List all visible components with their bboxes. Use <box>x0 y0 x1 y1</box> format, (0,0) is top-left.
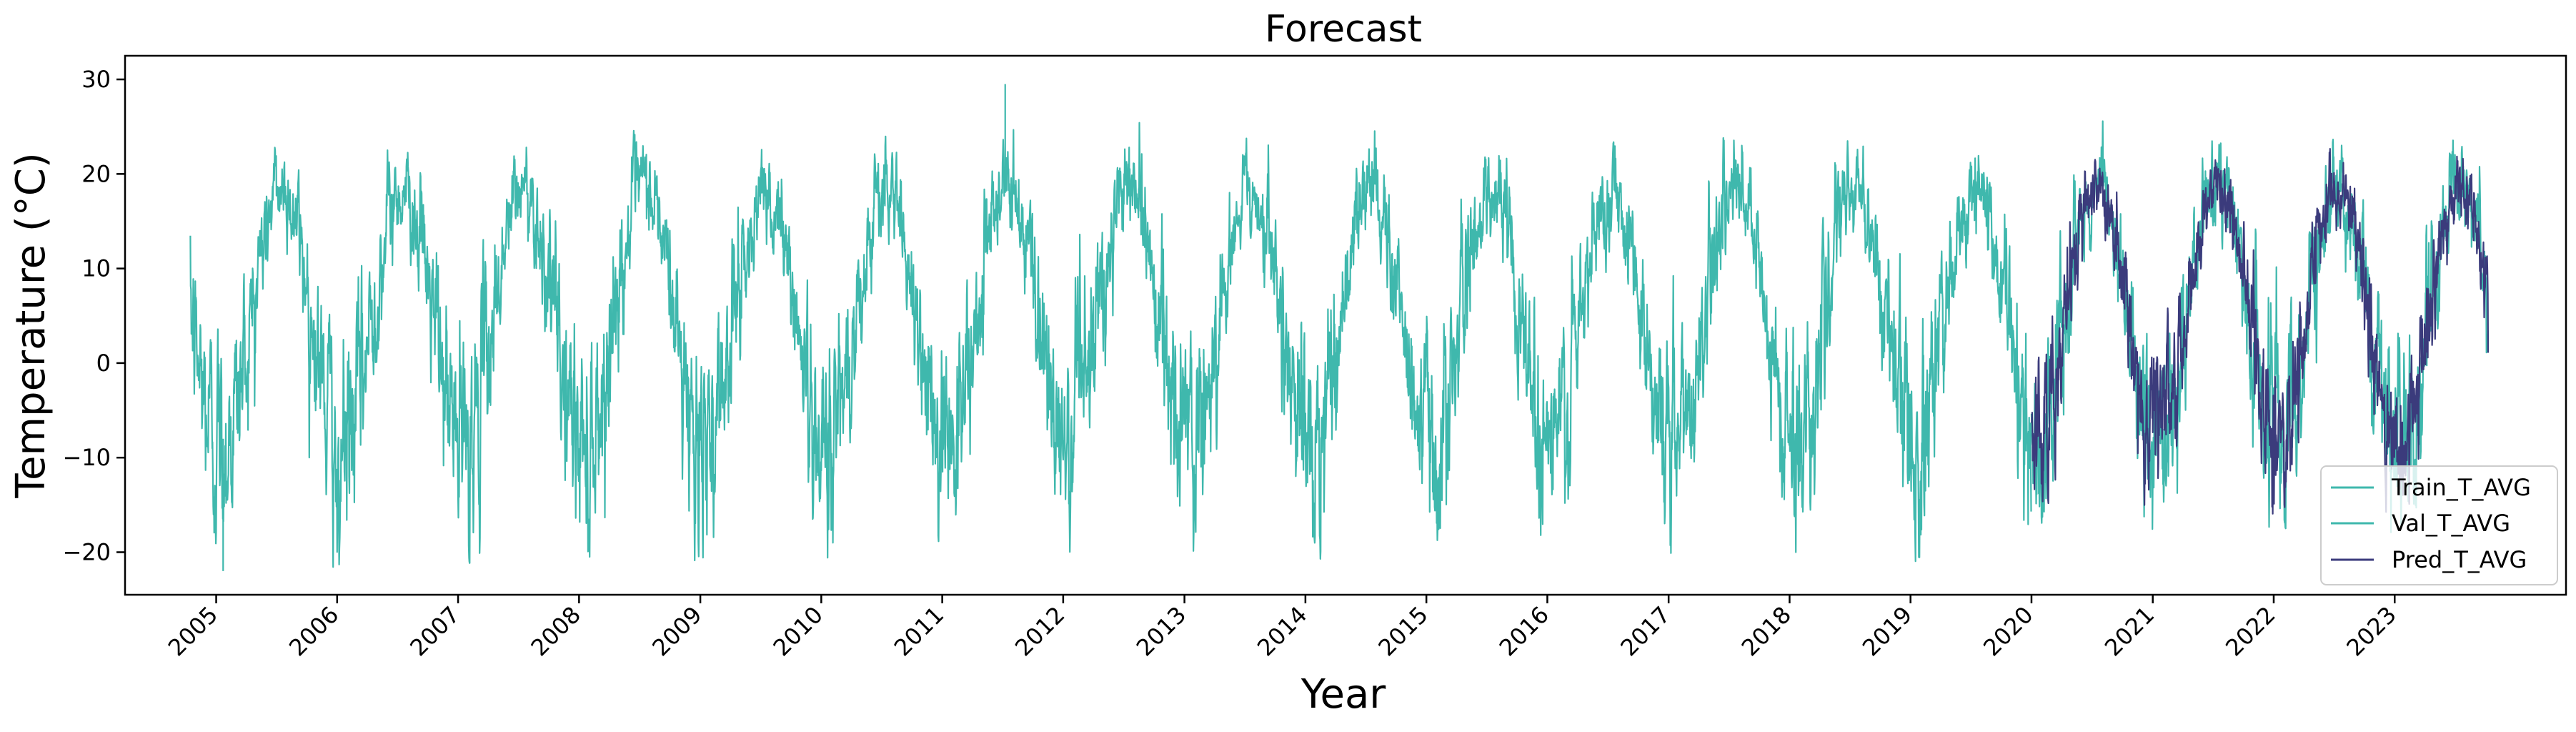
x-tick-label: 2007 <box>404 601 464 661</box>
y-tick-label: 20 <box>81 160 111 187</box>
x-axis: 2005 2006 2007 2008 2009 2010 2011 2012 2013 2014… <box>163 595 2402 661</box>
y-tick-label: 30 <box>81 66 111 93</box>
y-tick-label: 10 <box>81 255 111 282</box>
x-tick-label: 2013 <box>1131 601 1191 661</box>
x-tick-label: 2012 <box>1010 601 1070 661</box>
x-tick-label: 2005 <box>163 601 223 661</box>
y-axis: −20 −10 0 10 20 30 <box>62 66 125 565</box>
y-tick-label: −10 <box>62 444 111 471</box>
x-tick-label: 2008 <box>526 601 586 661</box>
x-tick-label: 2018 <box>1736 601 1796 661</box>
x-tick-label: 2010 <box>768 601 828 661</box>
pred-series-line <box>2031 148 2490 515</box>
x-tick-label: 2014 <box>1252 601 1312 661</box>
legend-label-train: Train_T_AVG <box>2391 474 2531 501</box>
legend-label-val: Val_T_AVG <box>2392 510 2510 537</box>
x-axis-label: Year <box>1301 671 1387 718</box>
x-tick-label: 2017 <box>1615 601 1675 661</box>
x-tick-label: 2015 <box>1373 601 1433 661</box>
x-tick-label: 2021 <box>2099 601 2159 661</box>
y-tick-label: −20 <box>62 538 111 565</box>
x-tick-label: 2019 <box>1857 601 1917 661</box>
legend-label-pred: Pred_T_AVG <box>2392 546 2527 573</box>
legend-box <box>2320 465 2558 585</box>
legend: Train_T_AVG Val_T_AVG Pred_T_AVG <box>2320 465 2558 585</box>
x-tick-label: 2011 <box>889 601 949 661</box>
series-layer <box>189 84 2490 571</box>
x-tick-label: 2022 <box>2220 601 2280 661</box>
x-tick-label: 2023 <box>2341 601 2401 661</box>
train-series-line <box>189 122 2032 568</box>
x-tick-label: 2009 <box>647 601 707 661</box>
chart-title: Forecast <box>1265 8 1422 51</box>
x-tick-label: 2006 <box>284 601 344 661</box>
x-tick-label: 2016 <box>1494 601 1554 661</box>
x-tick-label: 2020 <box>1978 601 2038 661</box>
plot-frame <box>124 54 2567 596</box>
y-tick-label: 0 <box>96 350 111 377</box>
y-axis-label: Temperature (°C) <box>8 152 54 498</box>
